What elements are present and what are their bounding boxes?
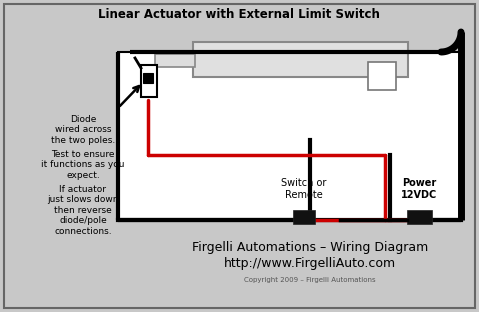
Text: Copyright 2009 – Firgelli Automations: Copyright 2009 – Firgelli Automations bbox=[244, 277, 376, 283]
Text: If actuator
just slows down
then reverse
diode/pole
connections.: If actuator just slows down then reverse… bbox=[47, 185, 119, 236]
Bar bbox=[407, 210, 432, 224]
Bar bbox=[293, 210, 315, 224]
Text: Diode
wired across
the two poles.: Diode wired across the two poles. bbox=[51, 115, 115, 145]
Text: http://www.FirgelliAuto.com: http://www.FirgelliAuto.com bbox=[224, 257, 396, 271]
Text: Linear Actuator with External Limit Switch: Linear Actuator with External Limit Swit… bbox=[98, 8, 380, 22]
Bar bbox=[143, 73, 153, 83]
Text: Test to ensure
it functions as you
expect.: Test to ensure it functions as you expec… bbox=[41, 150, 125, 180]
Bar bbox=[118, 52, 461, 220]
Bar bbox=[155, 54, 195, 67]
Bar bbox=[141, 65, 157, 97]
Text: Switch or
Remote: Switch or Remote bbox=[281, 178, 327, 200]
Bar bbox=[368, 62, 396, 90]
Bar bbox=[193, 42, 408, 77]
Text: Firgelli Automations – Wiring Diagram: Firgelli Automations – Wiring Diagram bbox=[192, 241, 428, 255]
Text: Power
12VDC: Power 12VDC bbox=[401, 178, 437, 200]
